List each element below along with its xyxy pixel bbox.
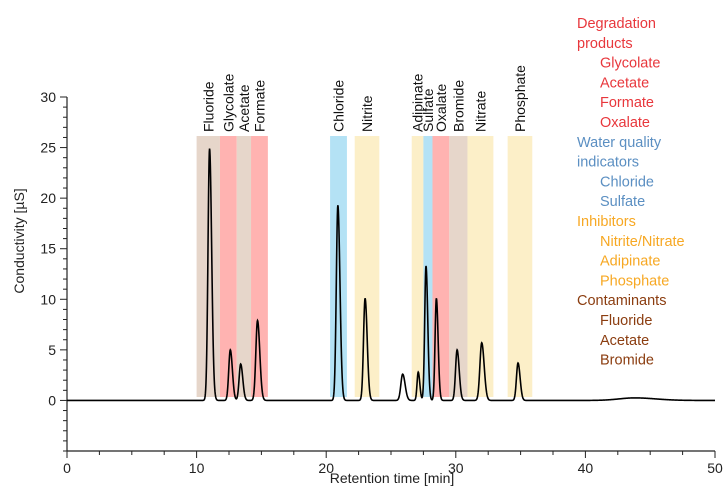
legend-item: Oxalate (600, 115, 650, 131)
x-axis-title: Retention time [min] (330, 470, 455, 486)
legend-item: Formate (600, 95, 654, 111)
chromatogram-trace (67, 148, 715, 402)
legend-item: Acetate (600, 75, 649, 91)
y-tick-label: 5 (48, 342, 56, 358)
peak-label-nitrate: Nitrate (472, 91, 488, 132)
x-tick-label: 20 (318, 460, 334, 476)
y-tick-label: 10 (40, 291, 56, 307)
band-oxalate (432, 136, 450, 397)
peak-label-bromide: Bromide (450, 80, 466, 132)
x-tick-label: 30 (448, 460, 464, 476)
legend-item: Water quality (577, 135, 662, 151)
peak-label-nitrite: Nitrite (359, 95, 375, 132)
legend-item: Inhibitors (577, 214, 636, 230)
y-tick-label: 30 (40, 89, 56, 105)
legend: Degradation products Glycolate Acetate Forma… (577, 16, 685, 369)
band-formate (251, 136, 268, 397)
peak-label-phosphate: Phosphate (512, 65, 528, 132)
band-nitrite (354, 136, 380, 397)
legend-item: indicators (577, 155, 639, 171)
peak-labels: Fluoride Glycolate Acetate Formate Chloride N… (200, 65, 528, 132)
x-tick-label: 40 (578, 460, 594, 476)
peak-label-adipinate: Adipinate (410, 73, 426, 132)
x-tick-label: 10 (189, 460, 205, 476)
legend-item: Adipinate (600, 254, 660, 270)
peak-label-oxalate: Oxalate (433, 84, 449, 132)
x-tick-label: 50 (707, 460, 723, 476)
legend-item: Chloride (600, 174, 654, 190)
band-adipinate (411, 136, 424, 397)
band-acetate (236, 136, 252, 397)
y-axis-title: Conductivity [µS] (11, 188, 27, 293)
legend-item: products (577, 36, 633, 52)
legend-item: Degradation (577, 16, 656, 32)
y-tick-label: 15 (40, 241, 56, 257)
legend-item: Fluoride (600, 313, 652, 329)
peak-label-acetate: Acetate (236, 84, 252, 132)
legend-item: Acetate (600, 333, 649, 349)
peak-bands (196, 136, 533, 397)
peak-label-sulfate: Sulfate (420, 88, 436, 132)
peak-label-formate: Formate (252, 80, 268, 132)
band-chloride (330, 136, 347, 397)
peak-label-glycolate: Glycolate (220, 73, 236, 132)
y-tick-label: 20 (40, 190, 56, 206)
x-tick-label: 0 (63, 460, 71, 476)
peak-label-fluoride: Fluoride (200, 81, 216, 132)
band-sulfate (423, 136, 433, 397)
band-glycolate (219, 136, 237, 397)
legend-item: Nitrite/Nitrate (600, 234, 685, 250)
y-tick-label: 0 (48, 392, 56, 408)
legend-item: Sulfate (600, 194, 645, 210)
axes: 0 5 10 15 20 25 30 0 10 20 30 40 50 (40, 89, 723, 476)
legend-item: Contaminants (577, 293, 666, 309)
trace-layer (67, 148, 715, 402)
band-phosphate (507, 136, 533, 397)
legend-item: Phosphate (600, 273, 669, 289)
y-tick-label: 25 (40, 140, 56, 156)
legend-item: Bromide (600, 353, 654, 369)
band-bromide (449, 136, 468, 397)
peak-label-chloride: Chloride (331, 80, 347, 132)
legend-item: Glycolate (600, 56, 660, 72)
